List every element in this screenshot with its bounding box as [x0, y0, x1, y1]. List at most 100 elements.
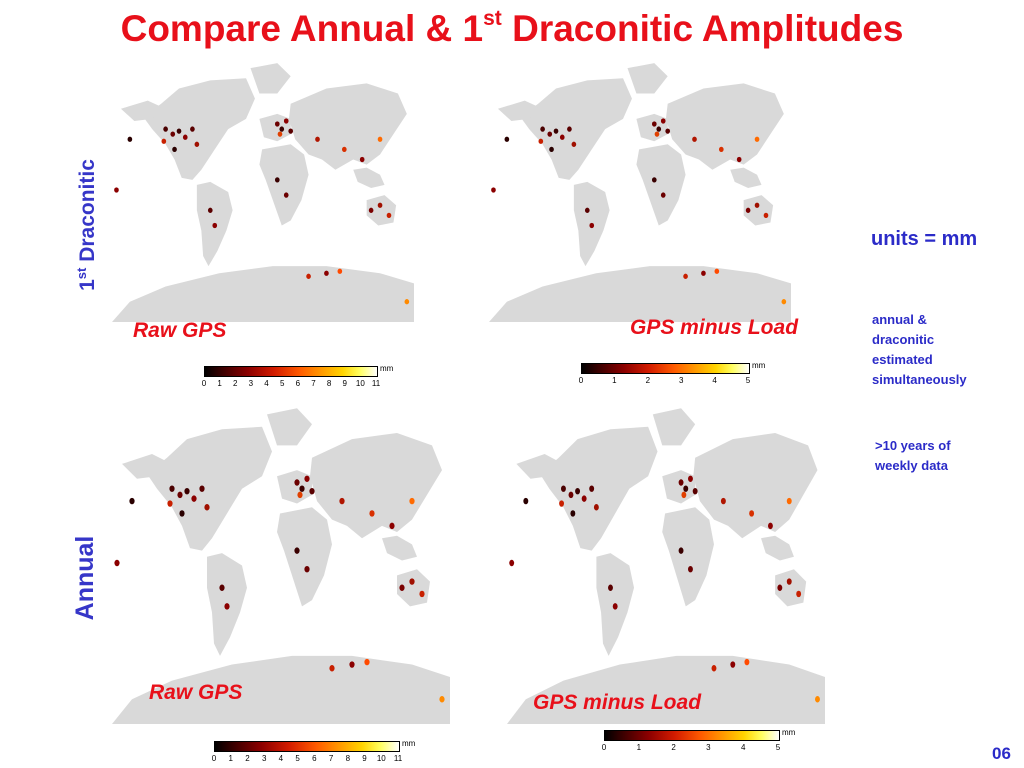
colorbar-tick-label: 0	[201, 379, 207, 388]
gps-station-dot	[127, 136, 133, 142]
gps-station-dot	[288, 128, 294, 134]
gps-station-dot	[608, 584, 613, 591]
gps-station-dot	[736, 156, 742, 163]
gps-station-dot	[581, 495, 587, 502]
gps-station-dot	[283, 192, 289, 198]
gps-station-dot	[161, 138, 167, 144]
gps-station-dot	[796, 590, 802, 598]
gps-station-dot	[324, 270, 329, 276]
gps-station-dot	[419, 590, 425, 598]
gps-station-dot	[568, 491, 574, 499]
landmass	[497, 100, 539, 121]
gps-station-dot	[114, 187, 119, 193]
gps-station-dot	[341, 146, 347, 153]
gps-station-dot	[184, 487, 190, 495]
gps-station-dot	[612, 603, 618, 610]
gps-station-dot	[651, 121, 657, 127]
gps-station-dot	[337, 268, 343, 274]
gps-station-dot	[279, 126, 285, 132]
gps-station-dot	[364, 658, 370, 666]
gps-station-dot	[688, 565, 693, 573]
gps-station-dot	[306, 273, 311, 279]
gps-station-dot	[163, 126, 168, 132]
gps-station-dot	[570, 510, 576, 517]
colorbar-tick-label: 9	[362, 754, 367, 763]
gps-station-dot	[683, 273, 688, 279]
gps-station-dot	[491, 187, 496, 193]
gps-station-dot	[377, 202, 383, 208]
gps-station-dot	[339, 497, 345, 505]
gps-station-dot	[182, 134, 188, 140]
landmass	[112, 655, 450, 724]
gps-station-dot	[191, 495, 197, 502]
colorbar-tick-label: 8	[345, 754, 351, 763]
colorbar-gradient	[204, 366, 378, 377]
gps-station-dot	[297, 491, 303, 499]
gps-station-dot	[656, 126, 662, 132]
colorbar-tick-label: 4	[264, 379, 269, 388]
gps-station-dot	[589, 485, 595, 492]
gps-station-dot	[567, 126, 572, 132]
colorbar-tick-label: 0	[601, 743, 607, 752]
gps-station-dot	[584, 207, 590, 213]
gps-station-dot	[589, 222, 595, 229]
landmass	[250, 63, 291, 94]
gps-station-dot	[172, 146, 177, 153]
gps-station-dot	[399, 584, 405, 591]
gps-station-dot	[299, 485, 305, 492]
landmass	[122, 454, 167, 479]
row-label-annual: Annual	[71, 535, 99, 621]
gps-station-dot	[190, 126, 195, 132]
gps-station-dot	[777, 584, 783, 591]
gps-station-dot	[681, 491, 687, 499]
colorbar-tick-label: 2	[671, 743, 676, 752]
colorbar-tick-label: 6	[295, 379, 301, 388]
landmass	[539, 426, 658, 551]
landmass	[489, 266, 791, 322]
map-label-draconitic-raw: Raw GPS	[133, 319, 227, 342]
gps-station-dot	[678, 547, 684, 554]
gps-station-dot	[304, 565, 310, 573]
gps-station-dot	[540, 126, 545, 132]
gps-station-dot	[538, 138, 544, 144]
gps-station-dot	[692, 136, 697, 142]
colorbar-tick-label: 1	[612, 376, 617, 385]
units-note: units = mm	[871, 228, 978, 250]
landmass	[507, 655, 825, 724]
landmass	[693, 432, 818, 539]
landmass	[277, 470, 312, 504]
colorbar-tick-label: 4	[278, 754, 284, 763]
colorbar-tick-label: 2	[645, 376, 651, 385]
world-map-image	[507, 408, 825, 724]
gps-station-dot	[683, 485, 689, 492]
gps-station-dot	[368, 207, 374, 213]
gps-station-dot	[224, 603, 230, 610]
gps-station-dot	[359, 156, 365, 163]
landmass	[277, 507, 332, 607]
gps-station-dot	[170, 131, 176, 137]
estimation-note: annual & draconitic estimated simultaneo…	[872, 312, 967, 387]
gps-station-dot	[730, 661, 736, 668]
landmass	[627, 63, 668, 94]
gps-station-dot	[571, 141, 577, 147]
gps-station-dot	[714, 268, 720, 274]
gps-station-dot	[169, 485, 175, 492]
gps-station-dot	[815, 696, 820, 703]
gps-station-dot	[786, 497, 792, 505]
gps-station-dot	[219, 584, 225, 591]
gps-station-dot	[294, 547, 300, 554]
gps-station-dot	[212, 222, 218, 229]
landmass	[120, 100, 162, 121]
landmass	[652, 408, 696, 446]
landmass	[112, 266, 414, 322]
gps-station-dot	[559, 500, 565, 507]
gps-station-dot	[688, 475, 693, 483]
world-map-image	[489, 63, 791, 322]
gps-station-dot	[749, 510, 755, 517]
gps-station-dot	[745, 207, 751, 213]
map-draconitic-load	[489, 58, 791, 322]
gps-station-dot	[386, 212, 392, 219]
colorbar-tick-label: 1	[228, 754, 233, 763]
gps-station-dot	[504, 136, 510, 142]
map-label-draconitic-load: GPS minus Load	[630, 316, 799, 339]
